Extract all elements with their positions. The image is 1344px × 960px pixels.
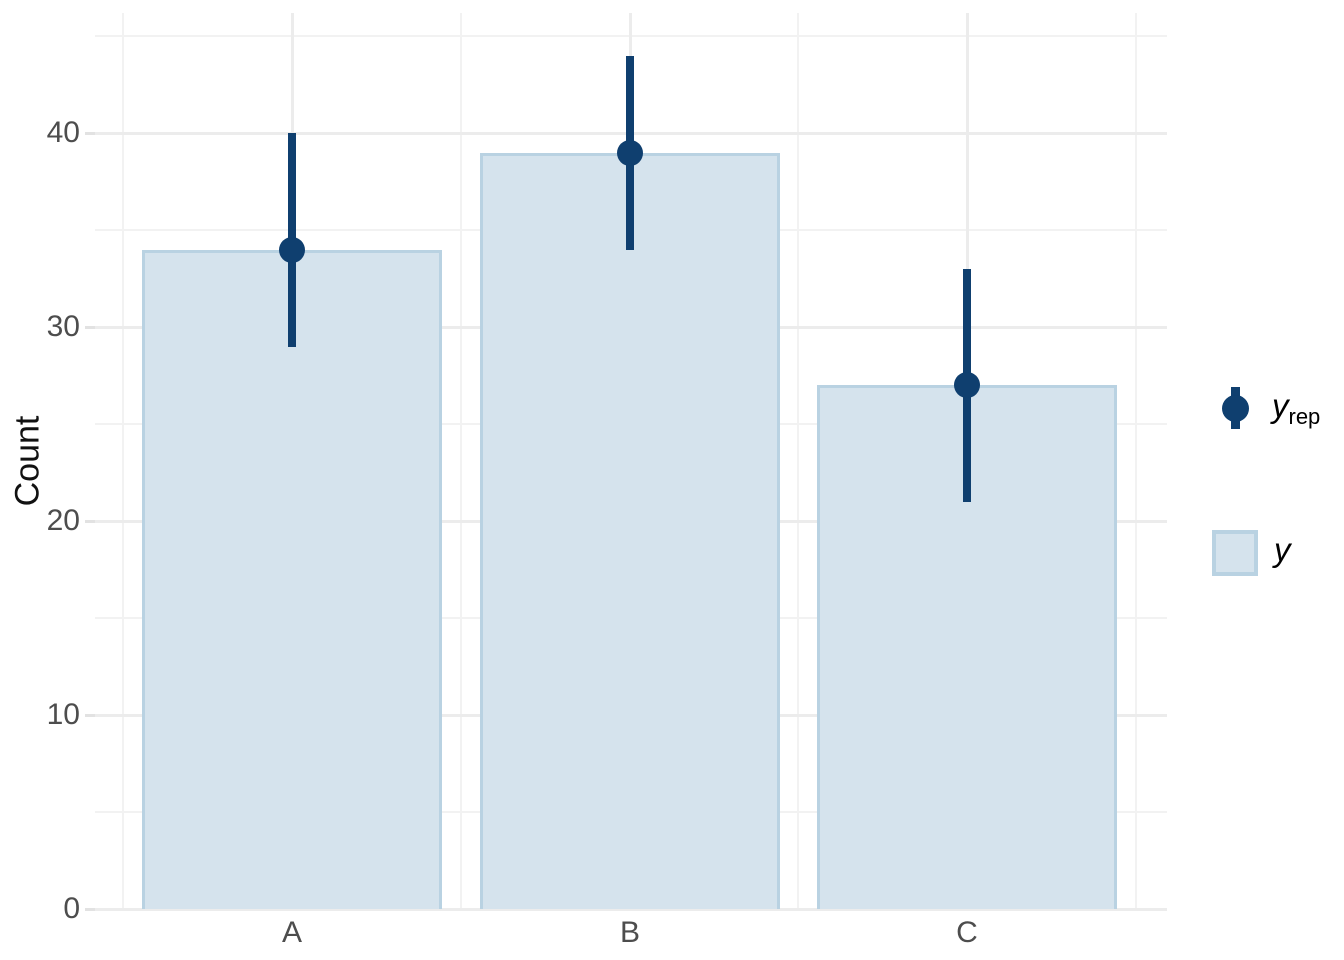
gridline-minor-v <box>1135 13 1137 909</box>
legend-yrep-point-icon <box>1222 395 1249 422</box>
legend-label-yrep: yrep <box>1272 387 1320 428</box>
y-tick-mark <box>85 520 95 524</box>
y-tick-label: 40 <box>46 116 80 150</box>
x-tick-label-B: B <box>619 916 640 949</box>
gridline-minor-v <box>797 13 799 909</box>
legend-key-y <box>1212 530 1258 576</box>
x-tick-label-A: A <box>281 916 302 949</box>
y-tick-label: 20 <box>46 504 80 538</box>
gridline-minor-v <box>122 13 124 909</box>
point-A <box>279 236 305 263</box>
bar-A <box>142 249 442 909</box>
bar-B <box>480 152 780 909</box>
x-tick-label-C: C <box>956 916 978 949</box>
y-tick-mark <box>85 132 95 136</box>
y-tick-mark <box>85 326 95 330</box>
point-C <box>954 372 980 399</box>
y-tick-mark <box>85 714 95 718</box>
y-tick-label: 10 <box>46 698 80 732</box>
plot-panel <box>95 13 1167 911</box>
y-tick-label: 30 <box>46 310 80 344</box>
gridline-major-h <box>95 908 1167 911</box>
y-tick-label: 0 <box>63 892 80 925</box>
y-tick-mark <box>85 908 95 911</box>
gridline-minor-v <box>460 13 462 909</box>
legend-yrep-symbol: y <box>1272 387 1289 425</box>
legend-label-y: y <box>1274 531 1291 569</box>
legend-yrep-subscript: rep <box>1288 404 1321 430</box>
y-axis-title: Count <box>8 415 47 507</box>
point-B <box>617 139 643 166</box>
legend-key-yrep <box>1212 385 1258 431</box>
